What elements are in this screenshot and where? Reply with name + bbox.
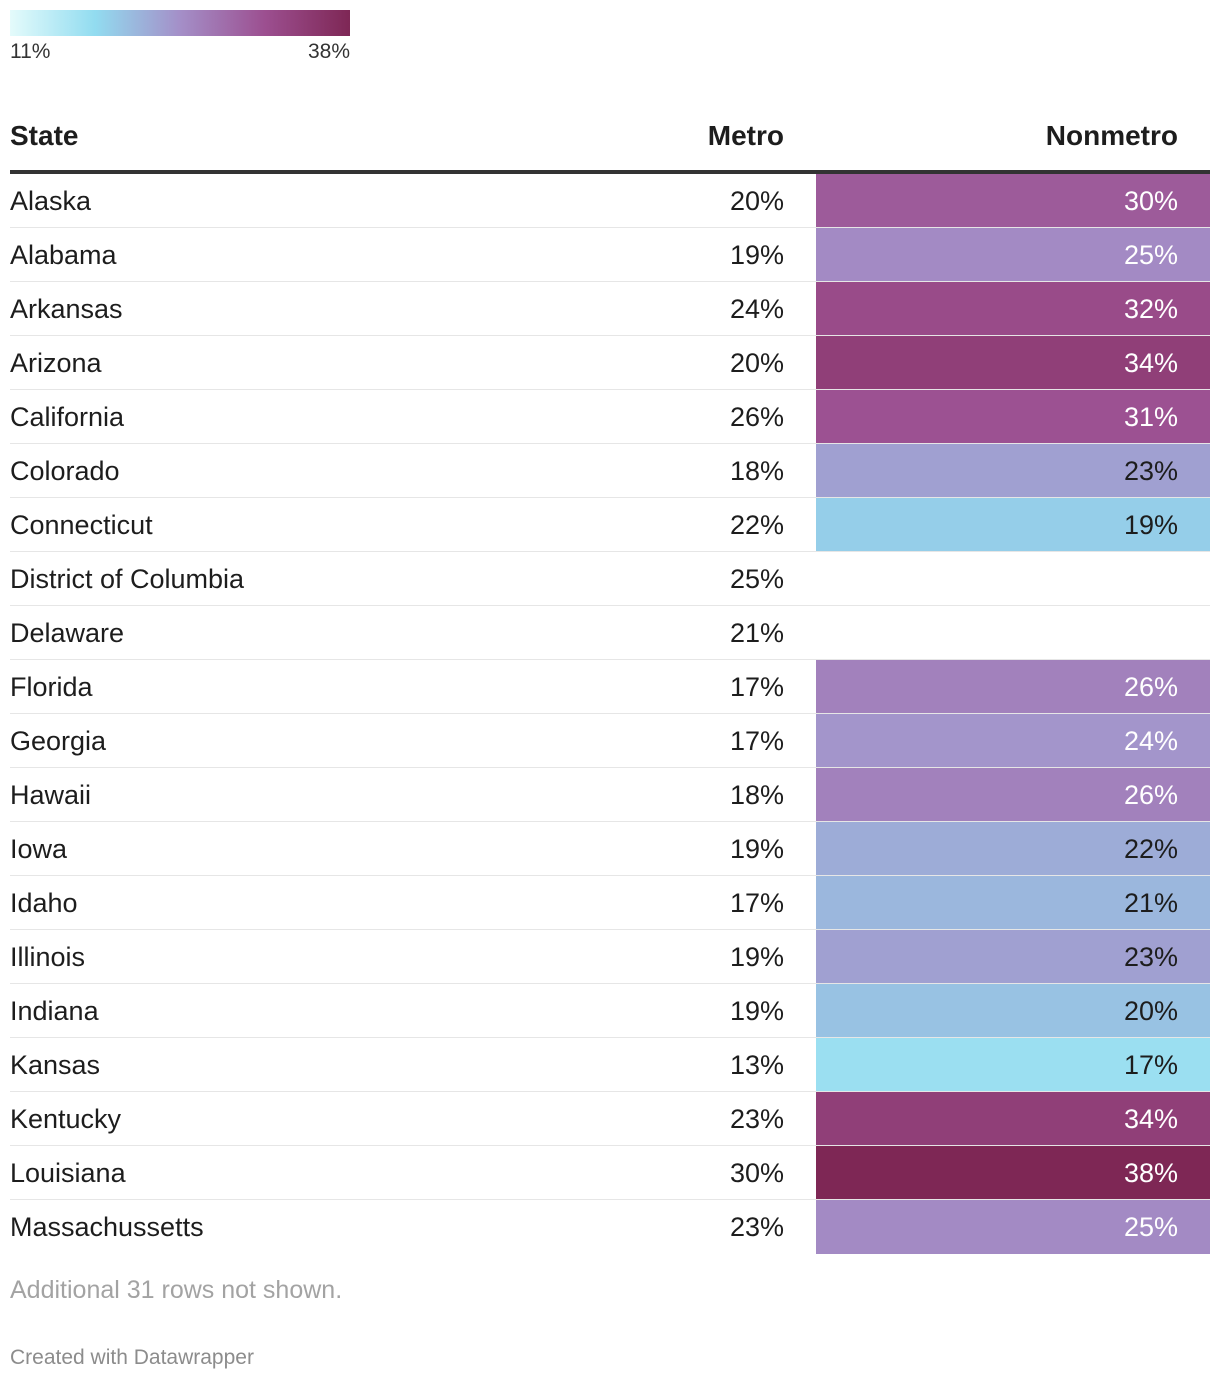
cell-state: Kentucky (10, 1104, 122, 1134)
cell-state: Hawaii (10, 780, 92, 810)
table-row: Massachussetts 23% 25% (10, 1200, 1210, 1254)
table-row: Florida 17% 26% (10, 660, 1210, 714)
cell-nonmetro: 26% (816, 660, 1210, 713)
legend-min-label: 11% (10, 40, 51, 63)
data-table: State Metro Nonmetro Alaska 20% 30% Alabama… (10, 104, 1210, 1254)
cell-state: Illinois (10, 942, 86, 972)
cell-nonmetro: 25% (816, 1200, 1210, 1254)
cell-nonmetro: 20% (816, 984, 1210, 1037)
table-row: Georgia 17% 24% (10, 714, 1210, 768)
cell-nonmetro (816, 552, 1210, 605)
cell-nonmetro: 17% (816, 1038, 1210, 1091)
cell-nonmetro: 23% (816, 930, 1210, 983)
cell-nonmetro: 38% (816, 1146, 1210, 1199)
cell-state: Iowa (10, 834, 68, 864)
cell-state: Kansas (10, 1050, 101, 1080)
cell-state: Georgia (10, 726, 107, 756)
table-row: Connecticut 22% 19% (10, 498, 1210, 552)
legend-max-label: 38% (307, 40, 350, 63)
cell-state: Louisiana (10, 1158, 126, 1188)
cell-metro: 26% (729, 402, 784, 432)
cell-state: Arizona (10, 348, 102, 378)
cell-state: Indiana (10, 996, 99, 1026)
table-row: Illinois 19% 23% (10, 930, 1210, 984)
cell-metro: 22% (729, 510, 784, 540)
cell-state: Idaho (10, 888, 78, 918)
legend-labels: 11% 38% (10, 40, 350, 64)
table-body: Alaska 20% 30% Alabama 19% 25% Arkansas 24% 32% A… (10, 174, 1210, 1254)
credit-link[interactable]: Created with Datawrapper (10, 1346, 254, 1369)
cell-nonmetro (816, 606, 1210, 659)
cell-nonmetro: 25% (816, 228, 1210, 281)
table-row: Alabama 19% 25% (10, 228, 1210, 282)
cell-metro: 30% (729, 1158, 784, 1188)
cell-metro: 23% (729, 1104, 784, 1134)
cell-state: Alabama (10, 240, 117, 270)
table-row: Hawaii 18% 26% (10, 768, 1210, 822)
cell-nonmetro: 21% (816, 876, 1210, 929)
cell-metro: 17% (729, 672, 784, 702)
cell-metro: 18% (729, 456, 784, 486)
cell-metro: 20% (729, 348, 784, 378)
cell-state: Delaware (10, 618, 125, 648)
cell-metro: 17% (729, 726, 784, 756)
footnote: Additional 31 rows not shown. (10, 1276, 343, 1304)
cell-metro: 13% (729, 1050, 784, 1080)
cell-nonmetro: 19% (816, 498, 1210, 551)
cell-metro: 19% (729, 996, 784, 1026)
color-legend: 11% 38% (10, 10, 350, 64)
cell-metro: 25% (729, 564, 784, 594)
table-row: Alaska 20% 30% (10, 174, 1210, 228)
cell-nonmetro: 23% (816, 444, 1210, 497)
table-row: Arkansas 24% 32% (10, 282, 1210, 336)
cell-metro: 19% (729, 942, 784, 972)
cell-nonmetro: 34% (816, 1092, 1210, 1145)
cell-nonmetro: 26% (816, 768, 1210, 821)
table-row: Indiana 19% 20% (10, 984, 1210, 1038)
cell-state: Colorado (10, 456, 120, 486)
cell-metro: 18% (729, 780, 784, 810)
cell-metro: 19% (729, 240, 784, 270)
cell-metro: 17% (729, 888, 784, 918)
cell-metro: 21% (729, 618, 784, 648)
table-row: Idaho 17% 21% (10, 876, 1210, 930)
table-row: Delaware 21% (10, 606, 1210, 660)
cell-state: Alaska (10, 186, 92, 216)
cell-state: Massachussetts (10, 1212, 204, 1242)
table-row: Louisiana 30% 38% (10, 1146, 1210, 1200)
cell-state: Florida (10, 672, 93, 702)
cell-metro: 23% (729, 1212, 784, 1242)
cell-state: Arkansas (10, 294, 123, 324)
cell-state: California (10, 402, 125, 432)
cell-nonmetro: 32% (816, 282, 1210, 335)
cell-nonmetro: 34% (816, 336, 1210, 389)
cell-metro: 19% (729, 834, 784, 864)
cell-nonmetro: 30% (816, 174, 1210, 227)
legend-gradient-bar (10, 10, 350, 36)
header-metro[interactable]: Metro (707, 120, 784, 151)
header-state[interactable]: State (10, 120, 79, 151)
cell-state: Connecticut (10, 510, 153, 540)
table-header: State Metro Nonmetro (10, 104, 1210, 174)
cell-nonmetro: 31% (816, 390, 1210, 443)
cell-nonmetro: 24% (816, 714, 1210, 767)
table-row: California 26% 31% (10, 390, 1210, 444)
cell-nonmetro: 22% (816, 822, 1210, 875)
table-row: Iowa 19% 22% (10, 822, 1210, 876)
header-nonmetro[interactable]: Nonmetro (1045, 120, 1178, 151)
cell-metro: 20% (729, 186, 784, 216)
cell-state: District of Columbia (10, 564, 245, 594)
table-row: District of Columbia 25% (10, 552, 1210, 606)
table-row: Arizona 20% 34% (10, 336, 1210, 390)
table-row: Kansas 13% 17% (10, 1038, 1210, 1092)
cell-metro: 24% (729, 294, 784, 324)
table-row: Kentucky 23% 34% (10, 1092, 1210, 1146)
table-row: Colorado 18% 23% (10, 444, 1210, 498)
